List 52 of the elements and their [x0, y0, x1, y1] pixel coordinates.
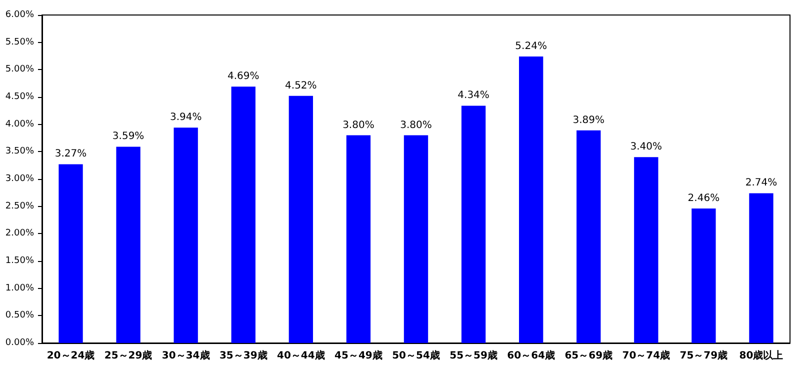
x-tick-label: 50～54歳	[392, 350, 440, 362]
data-label: 3.40%	[630, 142, 662, 153]
y-tick-label: 3.00%	[5, 174, 34, 184]
x-tick-label: 80歳以上	[739, 350, 784, 362]
y-tick-label: 0.50%	[5, 310, 34, 321]
x-tick-label: 75～79歳	[680, 350, 728, 362]
data-label: 2.46%	[688, 193, 720, 204]
bar	[634, 157, 658, 343]
data-label: 4.34%	[458, 90, 490, 102]
y-tick-label: 2.00%	[5, 228, 34, 239]
data-label: 4.52%	[285, 80, 317, 92]
bar	[288, 96, 314, 343]
x-tick-label: 25～29歳	[104, 350, 152, 362]
y-tick-label: 1.00%	[5, 283, 34, 294]
x-tick-label: 20～24歳	[46, 350, 95, 362]
y-tick-label: 6.00%	[5, 10, 34, 20]
y-tick-label: 5.00%	[5, 64, 34, 75]
x-tick-label: 60～64歳	[507, 350, 555, 362]
bar	[461, 106, 486, 343]
data-label: 3.80%	[342, 120, 374, 131]
bar	[346, 135, 371, 343]
bar	[231, 86, 256, 343]
x-tick-label: 45～49歳	[334, 350, 382, 362]
data-label: 2.74%	[745, 178, 778, 189]
bar	[576, 130, 601, 343]
bar	[58, 164, 83, 343]
x-tick-label: 40～44歳	[277, 350, 325, 362]
data-label: 5.24%	[515, 41, 547, 52]
data-label: 3.94%	[170, 112, 202, 124]
y-tick-label: 3.50%	[5, 146, 34, 157]
y-tick-label: 5.50%	[5, 37, 34, 48]
data-label: 3.80%	[400, 120, 432, 131]
y-tick-label: 1.50%	[5, 256, 34, 266]
bar	[116, 146, 140, 343]
bar	[404, 135, 428, 343]
x-tick-label: 65～69歳	[564, 350, 613, 362]
bar	[692, 208, 716, 343]
bar	[174, 128, 198, 343]
data-label: 4.69%	[227, 71, 260, 82]
x-tick-label: 30～34歳	[162, 350, 210, 362]
y-tick-label: 4.50%	[5, 92, 34, 102]
y-tick-label: 0.00%	[5, 338, 34, 348]
data-label: 3.27%	[54, 148, 87, 160]
data-label: 3.89%	[572, 114, 605, 126]
y-tick-label: 4.00%	[5, 119, 34, 130]
x-tick-label: 35～39歳	[219, 350, 268, 362]
x-tick-label: 55～59歳	[450, 350, 498, 362]
bar	[518, 56, 544, 343]
bar	[749, 193, 774, 343]
y-tick-label: 2.50%	[5, 201, 34, 212]
x-tick-label: 70～74歳	[622, 350, 670, 362]
data-label: 3.59%	[112, 131, 144, 142]
